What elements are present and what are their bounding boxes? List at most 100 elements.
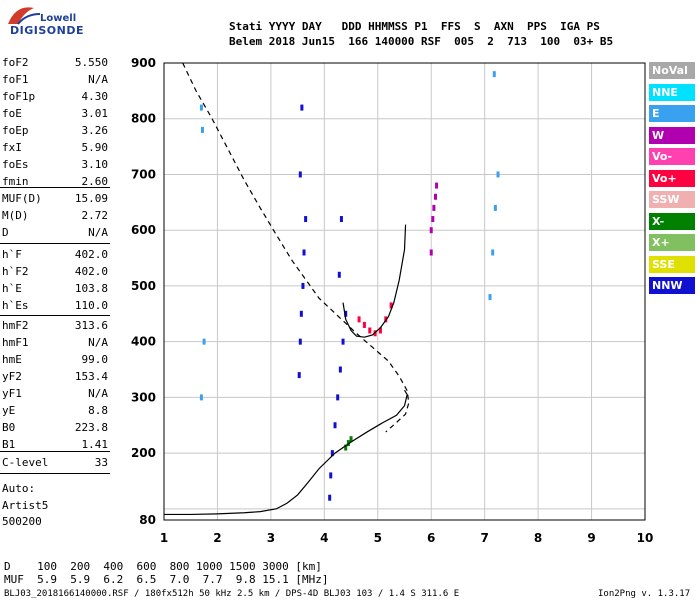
- y-tick-label: 700: [131, 167, 156, 181]
- param-value: 402.0: [74, 265, 108, 278]
- echo-point: [357, 316, 361, 323]
- echo-point: [338, 366, 342, 373]
- y-tick-label: 600: [131, 223, 156, 237]
- file-info: BLJ03_2018166140000.RSF / 180fx512h 50 k…: [4, 589, 460, 599]
- echo-point: [339, 216, 343, 223]
- x-tick-label: 6: [427, 531, 435, 545]
- param-value: 1.41: [81, 438, 109, 451]
- param-value: 402.0: [74, 248, 108, 261]
- auto-scaling-info: 500200: [2, 515, 42, 528]
- header-values: Belem 2018 Jun15 166 140000 RSF 005 2 71…: [229, 35, 614, 48]
- x-tick-label: 3: [267, 531, 275, 545]
- separator: [0, 187, 110, 188]
- param-value: 3.26: [81, 124, 109, 137]
- echo-point: [433, 193, 437, 200]
- param-value: 99.0: [81, 353, 109, 366]
- param-name: yE: [2, 404, 16, 417]
- param-value: N/A: [88, 226, 108, 239]
- version-info: Ion2Png v. 1.3.17: [598, 589, 691, 599]
- separator: [0, 451, 110, 452]
- muf-row: MUF 5.9 5.9 6.2 6.5 7.0 7.7 9.8 15.1 [MH…: [4, 573, 329, 586]
- param-name: hmE: [2, 353, 22, 366]
- param-row: h`E 103.8: [2, 282, 108, 296]
- param-row: yF1 N/A: [2, 387, 108, 401]
- legend-item: E: [649, 105, 695, 122]
- param-row: h`F2 402.0: [2, 265, 108, 279]
- y-tick-label: 400: [131, 335, 156, 349]
- echo-point: [329, 472, 333, 479]
- echo-point: [299, 310, 303, 317]
- param-value: 33: [94, 456, 108, 469]
- echo-point: [302, 249, 306, 256]
- echo-point: [202, 338, 206, 345]
- param-name: fmin: [2, 175, 29, 188]
- echo-point: [199, 394, 203, 401]
- param-row: h`F 402.0: [2, 248, 108, 262]
- ionogram-plot: 1 2 3 4 5 6 7 8 9 10 80 200 300 400 500 600 700 800 900: [131, 56, 654, 545]
- echo-point: [297, 372, 301, 379]
- param-name: foEp: [2, 124, 29, 137]
- echo-point: [378, 327, 382, 334]
- param-name: D: [2, 226, 9, 239]
- separator: [0, 243, 110, 244]
- plot-frame: [163, 62, 646, 521]
- param-name: h`Es: [2, 299, 29, 312]
- param-row: yE 8.8: [2, 404, 108, 418]
- logo-line1: Lowell: [40, 13, 77, 24]
- param-value: 2.60: [81, 175, 109, 188]
- echo-point: [337, 271, 341, 278]
- param-name: B1: [2, 438, 16, 451]
- echo-point: [431, 216, 435, 223]
- echo-point: [432, 204, 436, 211]
- echo-point: [362, 321, 366, 328]
- param-name: MUF(D): [2, 192, 42, 205]
- param-row: yF2 153.4: [2, 370, 108, 384]
- echo-point: [344, 310, 348, 317]
- param-row: hmF1 N/A: [2, 336, 108, 350]
- x-tick-label: 7: [480, 531, 488, 545]
- echo-point: [349, 436, 353, 443]
- param-value: 4.30: [81, 90, 109, 103]
- param-value: 103.8: [74, 282, 108, 295]
- param-value: 313.6: [74, 319, 108, 332]
- echo-point: [429, 227, 433, 234]
- echo-point: [344, 444, 348, 451]
- param-name: h`E: [2, 282, 22, 295]
- trace-line: [164, 389, 408, 516]
- param-name: yF1: [2, 387, 22, 400]
- param-row: M(D) 2.72: [2, 209, 108, 223]
- param-row: hmE 99.0: [2, 353, 108, 367]
- digisonde-logo: [8, 7, 41, 25]
- param-name: foEs: [2, 158, 29, 171]
- x-tick-label: 10: [637, 531, 654, 545]
- legend-item: X+: [649, 234, 695, 251]
- echo-point: [328, 494, 332, 501]
- echo-point: [492, 71, 496, 78]
- param-name: hmF2: [2, 319, 29, 332]
- y-tick-label: 900: [131, 56, 156, 70]
- legend-item: SSW: [649, 191, 695, 208]
- param-row: foE 3.01: [2, 107, 108, 121]
- param-row: fxI 5.90: [2, 141, 108, 155]
- echo-point: [429, 249, 433, 256]
- param-value: 5.550: [74, 56, 108, 69]
- echo-point: [389, 302, 393, 309]
- logo-line2: DIGISONDE: [10, 24, 84, 37]
- legend-item: NNE: [649, 83, 695, 101]
- param-row: foF2 5.550: [2, 56, 108, 70]
- echo-point: [435, 182, 439, 189]
- echo-point: [496, 171, 500, 178]
- param-name: h`F2: [2, 265, 29, 278]
- echo-point: [368, 327, 372, 334]
- separator: [0, 315, 110, 316]
- echo-point: [200, 126, 204, 133]
- param-value: 8.8: [88, 404, 108, 417]
- param-value: 15.09: [74, 192, 108, 205]
- param-value: 110.0: [74, 299, 108, 312]
- param-name: foE: [2, 107, 22, 120]
- param-value: 3.01: [81, 107, 109, 120]
- param-value: N/A: [88, 336, 108, 349]
- legend-item: Vo+: [649, 169, 695, 187]
- echo-point: [330, 450, 334, 457]
- legend-item: W: [649, 126, 695, 144]
